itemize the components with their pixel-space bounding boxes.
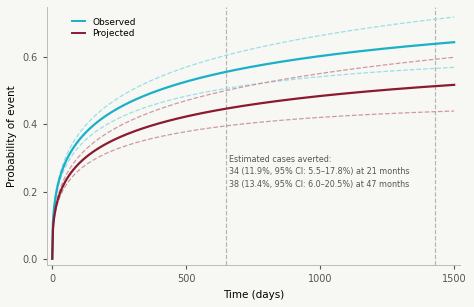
Legend: Observed, Projected: Observed, Projected [68,14,139,42]
Y-axis label: Probability of event: Probability of event [7,85,17,187]
Text: Estimated cases averted:
34 (11.9%, 95% CI: 5.5–17.8%) at 21 months
38 (13.4%, 9: Estimated cases averted: 34 (11.9%, 95% … [229,155,410,189]
X-axis label: Time (days): Time (days) [223,290,284,300]
